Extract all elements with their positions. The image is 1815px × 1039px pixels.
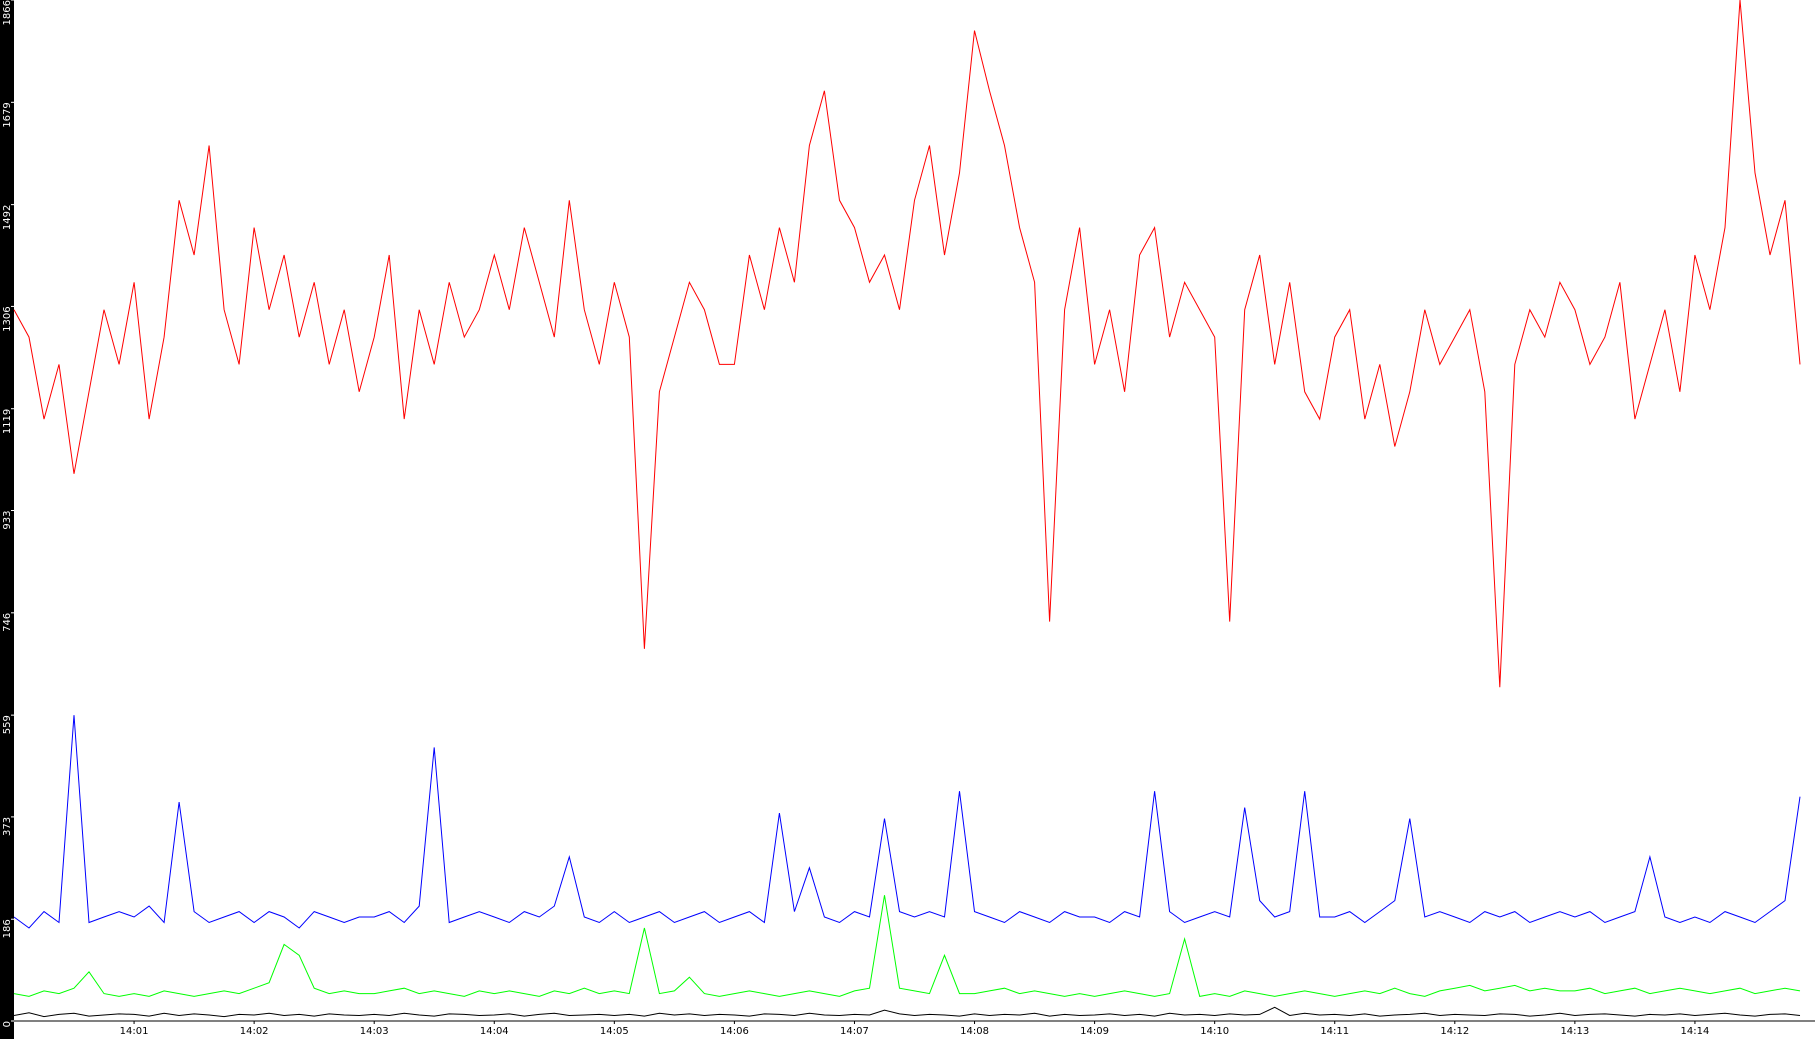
x-tick-label: 14:14 — [1681, 1026, 1710, 1037]
x-tick-label: 14:04 — [480, 1026, 509, 1037]
y-tick-label: 1866 — [2, 0, 13, 25]
y-tick-label: 373 — [2, 817, 13, 836]
x-tick-label: 14:13 — [1560, 1026, 1589, 1037]
y-tick-label: 1306 — [2, 306, 13, 331]
series-line — [13, 0, 1801, 688]
y-axis-strip — [0, 0, 14, 1039]
series-line — [13, 715, 1801, 929]
x-tick-label: 14:08 — [960, 1026, 989, 1037]
x-tick-label: 14:07 — [840, 1026, 869, 1037]
series-line — [13, 1006, 1801, 1018]
y-tick-label: 1119 — [2, 409, 13, 434]
x-tick-label: 14:11 — [1320, 1026, 1349, 1037]
y-tick-label: 186 — [2, 919, 13, 938]
y-tick-label: 1492 — [2, 205, 13, 230]
x-tick-label: 14:03 — [360, 1026, 389, 1037]
x-tick-label: 14:09 — [1080, 1026, 1109, 1037]
x-tick-label: 14:06 — [720, 1026, 749, 1037]
y-tick-label: 0 — [2, 1021, 13, 1027]
y-tick-label: 559 — [2, 715, 13, 734]
x-tick-label: 14:12 — [1440, 1026, 1469, 1037]
x-tick-label: 14:05 — [600, 1026, 629, 1037]
y-tick-label: 1679 — [2, 102, 13, 127]
x-tick-label: 14:02 — [240, 1026, 269, 1037]
x-tick-label: 14:01 — [120, 1026, 149, 1037]
y-tick-label: 933 — [2, 511, 13, 530]
y-tick-label: 746 — [2, 613, 13, 632]
series-line — [13, 895, 1801, 997]
x-tick-label: 14:10 — [1200, 1026, 1229, 1037]
